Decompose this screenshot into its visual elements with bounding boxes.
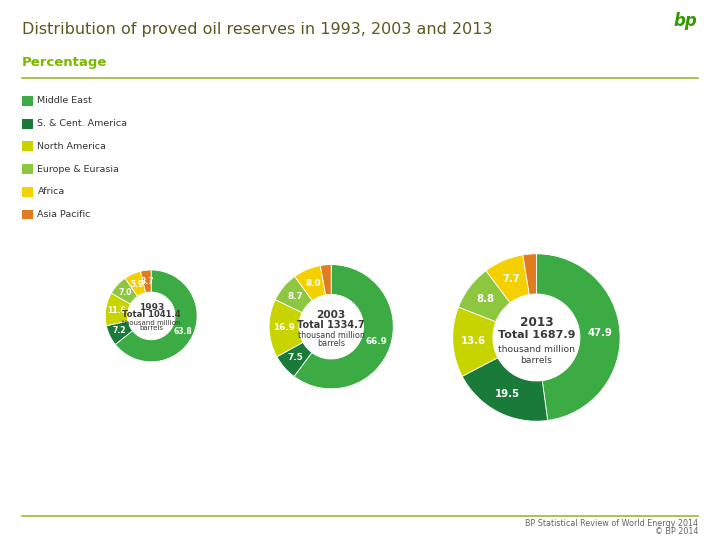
FancyBboxPatch shape	[22, 210, 33, 219]
Wedge shape	[125, 271, 145, 296]
Wedge shape	[140, 270, 151, 293]
FancyBboxPatch shape	[22, 187, 33, 197]
Text: 1993: 1993	[138, 303, 164, 312]
Text: 47.9: 47.9	[588, 328, 612, 338]
Text: 7.0: 7.0	[119, 288, 132, 297]
Text: Middle East: Middle East	[37, 97, 92, 105]
Text: 7.2: 7.2	[113, 326, 127, 335]
Text: © BP 2014: © BP 2014	[655, 527, 698, 536]
Text: barrels: barrels	[521, 356, 552, 364]
FancyBboxPatch shape	[22, 164, 33, 174]
Text: thousand million: thousand million	[122, 320, 181, 326]
Text: Asia Pacific: Asia Pacific	[37, 210, 91, 219]
Text: 8.8: 8.8	[477, 294, 495, 304]
Wedge shape	[453, 307, 498, 376]
Wedge shape	[105, 293, 130, 326]
Wedge shape	[294, 265, 393, 389]
FancyBboxPatch shape	[22, 96, 33, 106]
Text: thousand million: thousand million	[498, 345, 575, 354]
Wedge shape	[277, 342, 312, 376]
Text: 13.6: 13.6	[460, 336, 485, 346]
Text: 66.9: 66.9	[365, 337, 387, 346]
Wedge shape	[536, 254, 620, 421]
Text: barrels: barrels	[318, 339, 345, 348]
Text: Total 1334.7: Total 1334.7	[297, 320, 365, 330]
Wedge shape	[112, 278, 138, 304]
Wedge shape	[486, 255, 529, 303]
Text: 2013: 2013	[520, 316, 553, 329]
Text: S. & Cent. America: S. & Cent. America	[37, 119, 127, 128]
Text: 2003: 2003	[317, 310, 346, 320]
Text: 7.7: 7.7	[503, 274, 520, 284]
Text: 8.0: 8.0	[305, 279, 320, 288]
Text: BP Statistical Review of World Energy 2014: BP Statistical Review of World Energy 20…	[526, 519, 698, 528]
Text: 19.5: 19.5	[495, 389, 520, 399]
Wedge shape	[269, 300, 303, 357]
Text: North America: North America	[37, 142, 107, 151]
Wedge shape	[459, 271, 510, 322]
Text: Percentage: Percentage	[22, 56, 107, 69]
Text: thousand million: thousand million	[298, 331, 364, 340]
Wedge shape	[320, 265, 331, 295]
Text: Europe & Eurasia: Europe & Eurasia	[37, 165, 120, 173]
Text: 16.9: 16.9	[273, 323, 295, 333]
Text: 8.7: 8.7	[287, 292, 303, 301]
Text: 5.9: 5.9	[130, 280, 143, 288]
Wedge shape	[275, 276, 312, 313]
Text: Africa: Africa	[37, 187, 65, 196]
FancyBboxPatch shape	[22, 119, 33, 129]
Text: Distribution of proved oil reserves in 1993, 2003 and 2013: Distribution of proved oil reserves in 1…	[22, 22, 492, 37]
Text: 3.7: 3.7	[140, 277, 154, 286]
Text: barrels: barrels	[139, 325, 163, 332]
Wedge shape	[294, 266, 325, 301]
Text: 11.6: 11.6	[107, 306, 126, 315]
Wedge shape	[115, 270, 197, 362]
Text: 7.5: 7.5	[288, 353, 304, 362]
Text: Total 1687.9: Total 1687.9	[498, 330, 575, 340]
Wedge shape	[107, 321, 132, 345]
Wedge shape	[523, 254, 536, 294]
Wedge shape	[462, 357, 548, 421]
Text: bp: bp	[673, 11, 697, 30]
FancyBboxPatch shape	[22, 141, 33, 151]
Text: Total 1041.4: Total 1041.4	[122, 310, 181, 319]
Text: 63.8: 63.8	[174, 327, 192, 335]
